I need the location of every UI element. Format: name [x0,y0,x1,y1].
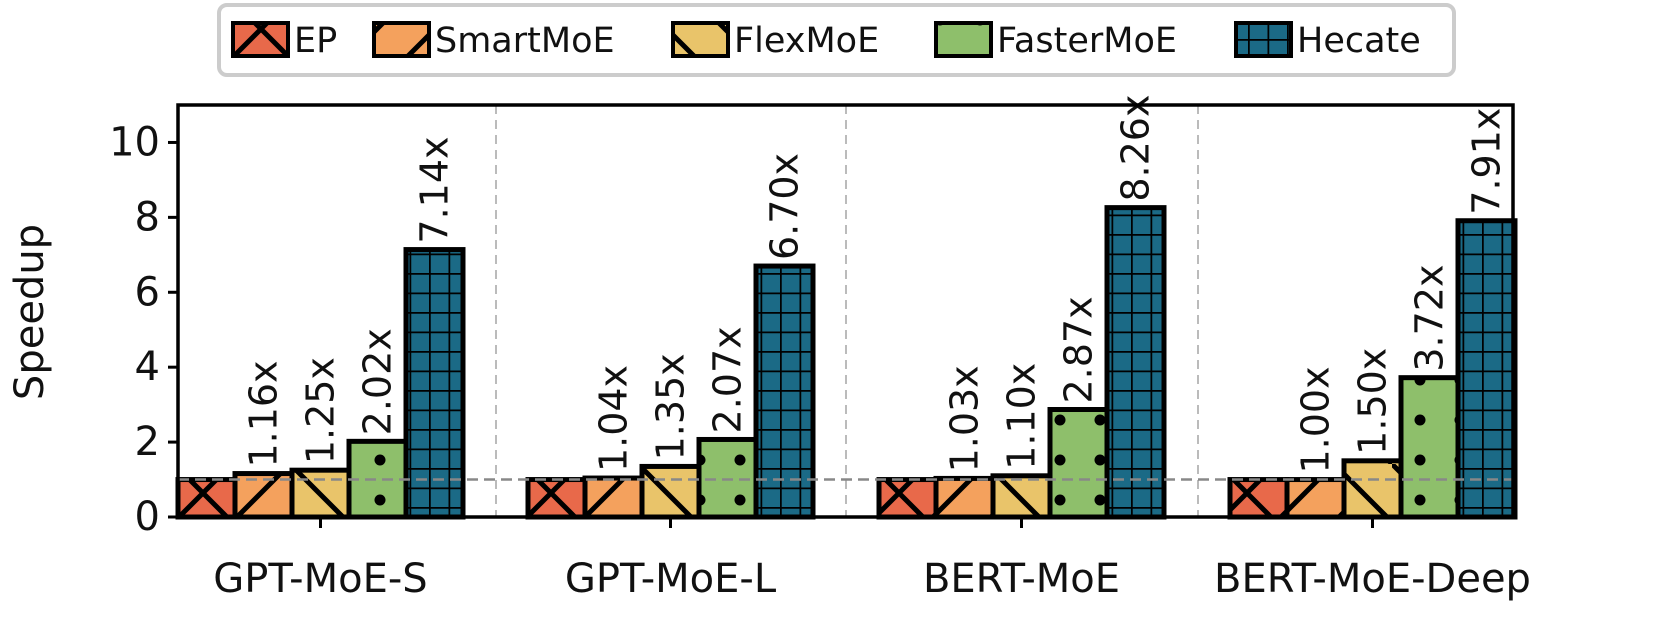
bar-hatch-hecate-2 [753,263,816,520]
legend: EP SmartMoE FlexMoE FasterMoE Hecate [217,3,1456,77]
y-tick-label-8: 8 [135,194,160,240]
value-label-fastermoe-3: 2.87x [1057,296,1101,403]
value-label-smartmoe-1: 1.16x [242,360,286,467]
x-label-bert-moe-deep: BERT-MoE-Deep [1214,556,1531,602]
value-label-hecate-1: 7.14x [413,136,457,243]
y-tick-label-10: 10 [109,119,160,165]
value-label-smartmoe-4: 1.00x [1294,366,1338,473]
bar-hatch-flexmoe-4 [1341,458,1404,520]
bar-hatch-ep-2 [525,477,588,520]
x-label-gpt-moe-s: GPT-MoE-S [213,556,427,602]
legend-item-hecate: Hecate [1234,21,1421,61]
bar-hatch-flexmoe-3 [990,473,1053,520]
bar-hatch-flexmoe-2 [639,463,702,520]
value-label-fastermoe-2: 2.07x [706,326,750,433]
bar-hatch-fastermoe-4 [1398,375,1461,520]
y-tick-label-2: 2 [135,419,160,465]
bar-hatch-flexmoe-1 [289,467,352,520]
y-axis: 0 2 4 6 8 10 [109,119,178,540]
legend-label-ep: EP [294,21,337,61]
group-separators [495,105,1199,517]
bar-hatch-hecate-1 [403,247,466,520]
x-axis: GPT-MoE-S GPT-MoE-L BERT-MoE BERT-MoE-De… [213,517,1531,602]
bar-hatch-fastermoe-3 [1047,407,1110,520]
y-tick-label-4: 4 [135,344,160,390]
legend-item-ep: EP [231,21,337,61]
plot-frame [176,103,1515,519]
y-axis-title: Speedup [7,224,53,400]
value-label-fastermoe-4: 3.72x [1408,265,1452,372]
legend-label-fastermoe: FasterMoE [997,21,1177,61]
legend-swatch-flexmoe-hatch [673,23,728,56]
bar-hatch-fastermoe-2 [696,436,759,520]
bar-hatch-smartmoe-2 [582,475,645,520]
value-label-fastermoe-1: 2.02x [356,328,400,435]
legend-label-hecate: Hecate [1297,21,1421,61]
x-label-bert-moe: BERT-MoE [923,556,1120,602]
value-label-flexmoe-2: 1.35x [649,353,693,460]
legend-frame [217,3,1456,77]
bar-hatch-ep-1 [175,477,238,520]
value-label-hecate-4: 7.91x [1465,108,1509,215]
bar-hatch-hecate-3 [1104,205,1167,520]
legend-item-fastermoe: FasterMoE [934,21,1177,61]
y-tick-label-0: 0 [135,494,160,540]
legend-swatch-smartmoe-hatch [374,23,429,56]
bar-hatch-smartmoe-4 [1284,477,1347,520]
legend-item-flexmoe: FlexMoE [671,21,879,61]
value-label-hecate-2: 6.70x [763,153,807,260]
legend-label-smartmoe: SmartMoE [435,21,615,61]
bar-hatch-smartmoe-3 [933,475,996,520]
legend-item-smartmoe: SmartMoE [372,21,615,61]
value-label-flexmoe-4: 1.50x [1351,348,1395,455]
value-label-flexmoe-3: 1.10x [1000,363,1044,470]
bar-hatch-ep-3 [876,477,939,520]
legend-label-flexmoe: FlexMoE [734,21,879,61]
value-label-smartmoe-2: 1.04x [592,365,636,472]
x-label-gpt-moe-l: GPT-MoE-L [565,556,777,602]
value-labels: 1.16x 1.25x 2.02x 7.14x 1.04x 1.35x 2.07x 6.70x… [242,95,1509,474]
bar-hatch-ep-4 [1227,477,1290,520]
y-tick-label-6: 6 [135,269,160,315]
value-label-hecate-3: 8.26x [1114,95,1158,202]
bar-hatch-hecate-4 [1455,218,1518,520]
value-label-smartmoe-3: 1.03x [943,365,987,472]
value-label-flexmoe-1: 1.25x [299,357,343,464]
legend-swatch-ep-hatch [233,23,288,56]
legend-swatch-fastermoe-hatch [936,23,991,56]
legend-swatch-hecate-hatch [1236,23,1291,56]
